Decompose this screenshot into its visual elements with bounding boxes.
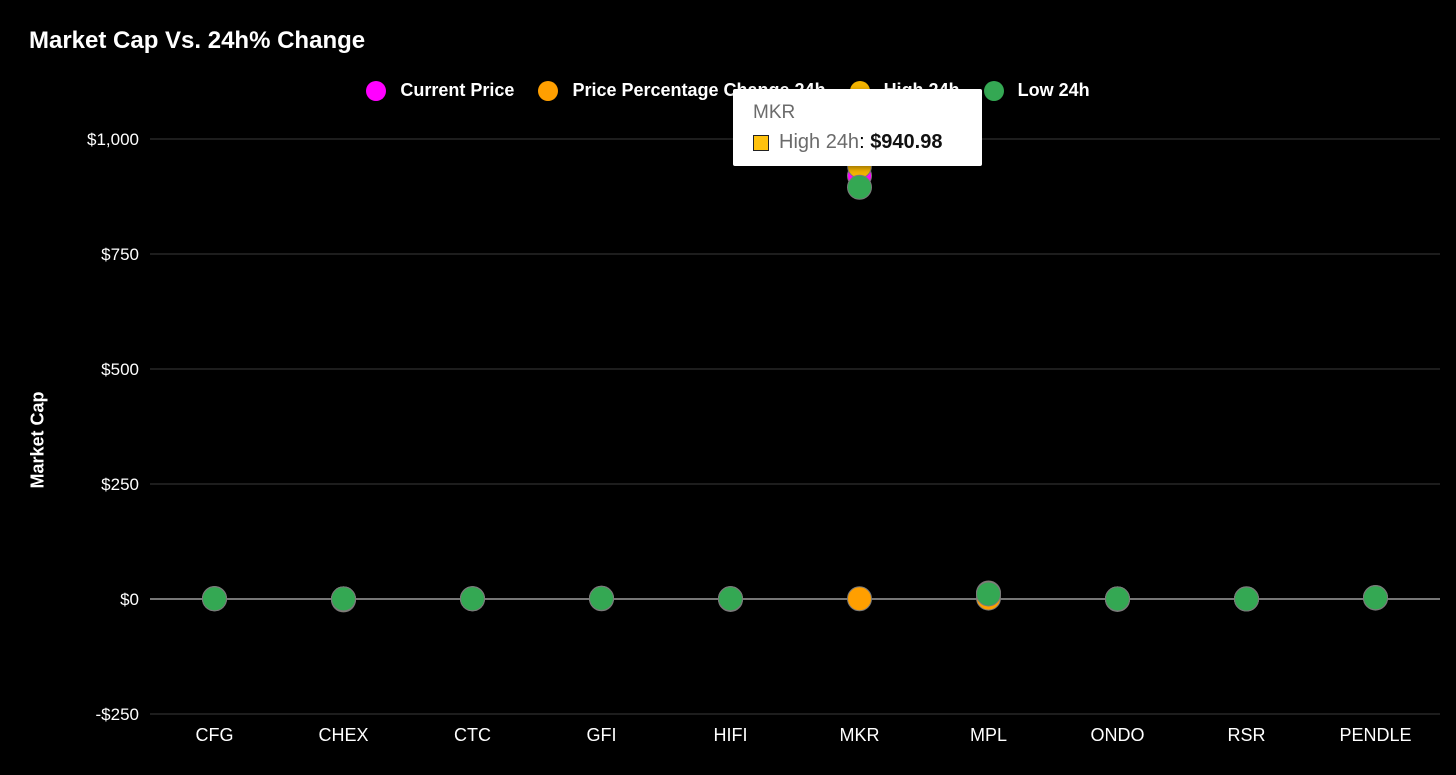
legend-item[interactable]: Low 24h (983, 80, 1090, 101)
point-price-percentage-change-24h[interactable] (847, 586, 872, 612)
legend-marker-icon (366, 80, 387, 101)
point-low-24h[interactable] (1363, 585, 1388, 611)
x-tick-label: HIFI (714, 725, 748, 745)
tooltip-row: High 24h : $940.98 (753, 131, 942, 154)
y-tick-label: -$250 (96, 705, 139, 724)
point-low-24h[interactable] (460, 586, 485, 612)
y-tick-label: $500 (101, 360, 139, 379)
point-low-24h[interactable] (847, 174, 872, 200)
y-tick-label: $750 (101, 245, 139, 264)
tooltip-separator: : (859, 131, 871, 153)
x-tick-label: MKR (840, 725, 880, 745)
point-low-24h[interactable] (1105, 586, 1130, 612)
tooltip-value: $940.98 (870, 131, 943, 153)
tooltip: MKR High 24h : $940.98 (733, 89, 982, 166)
legend-marker-icon (983, 80, 1004, 101)
point-low-24h[interactable] (331, 586, 356, 612)
point-low-24h[interactable] (976, 581, 1001, 607)
tooltip-series-label: High 24h (779, 131, 860, 153)
x-tick-label: CFG (196, 725, 234, 745)
y-tick-label: $0 (120, 590, 139, 609)
x-tick-label: CHEX (318, 725, 368, 745)
point-low-24h[interactable] (1234, 586, 1259, 612)
x-tick-label: MPL (970, 725, 1007, 745)
tooltip-swatch (753, 134, 769, 151)
y-tick-label: $1,000 (87, 130, 139, 149)
point-low-24h[interactable] (589, 585, 614, 611)
y-tick-label: $250 (101, 475, 139, 494)
legend-label: Current Price (400, 80, 515, 100)
tooltip-title: MKR (753, 102, 796, 123)
chart-title: Market Cap Vs. 24h% Change (29, 27, 366, 54)
x-tick-label: GFI (587, 725, 617, 745)
legend-marker-icon (538, 80, 559, 101)
point-low-24h[interactable] (202, 586, 227, 612)
legend-item[interactable]: Current Price (366, 80, 514, 101)
x-tick-label: CTC (454, 725, 491, 745)
legend-label: Low 24h (1017, 80, 1090, 100)
x-tick-label: RSR (1227, 725, 1265, 745)
x-tick-label: PENDLE (1339, 725, 1411, 745)
point-low-24h[interactable] (718, 586, 743, 612)
x-tick-label: ONDO (1091, 725, 1145, 745)
